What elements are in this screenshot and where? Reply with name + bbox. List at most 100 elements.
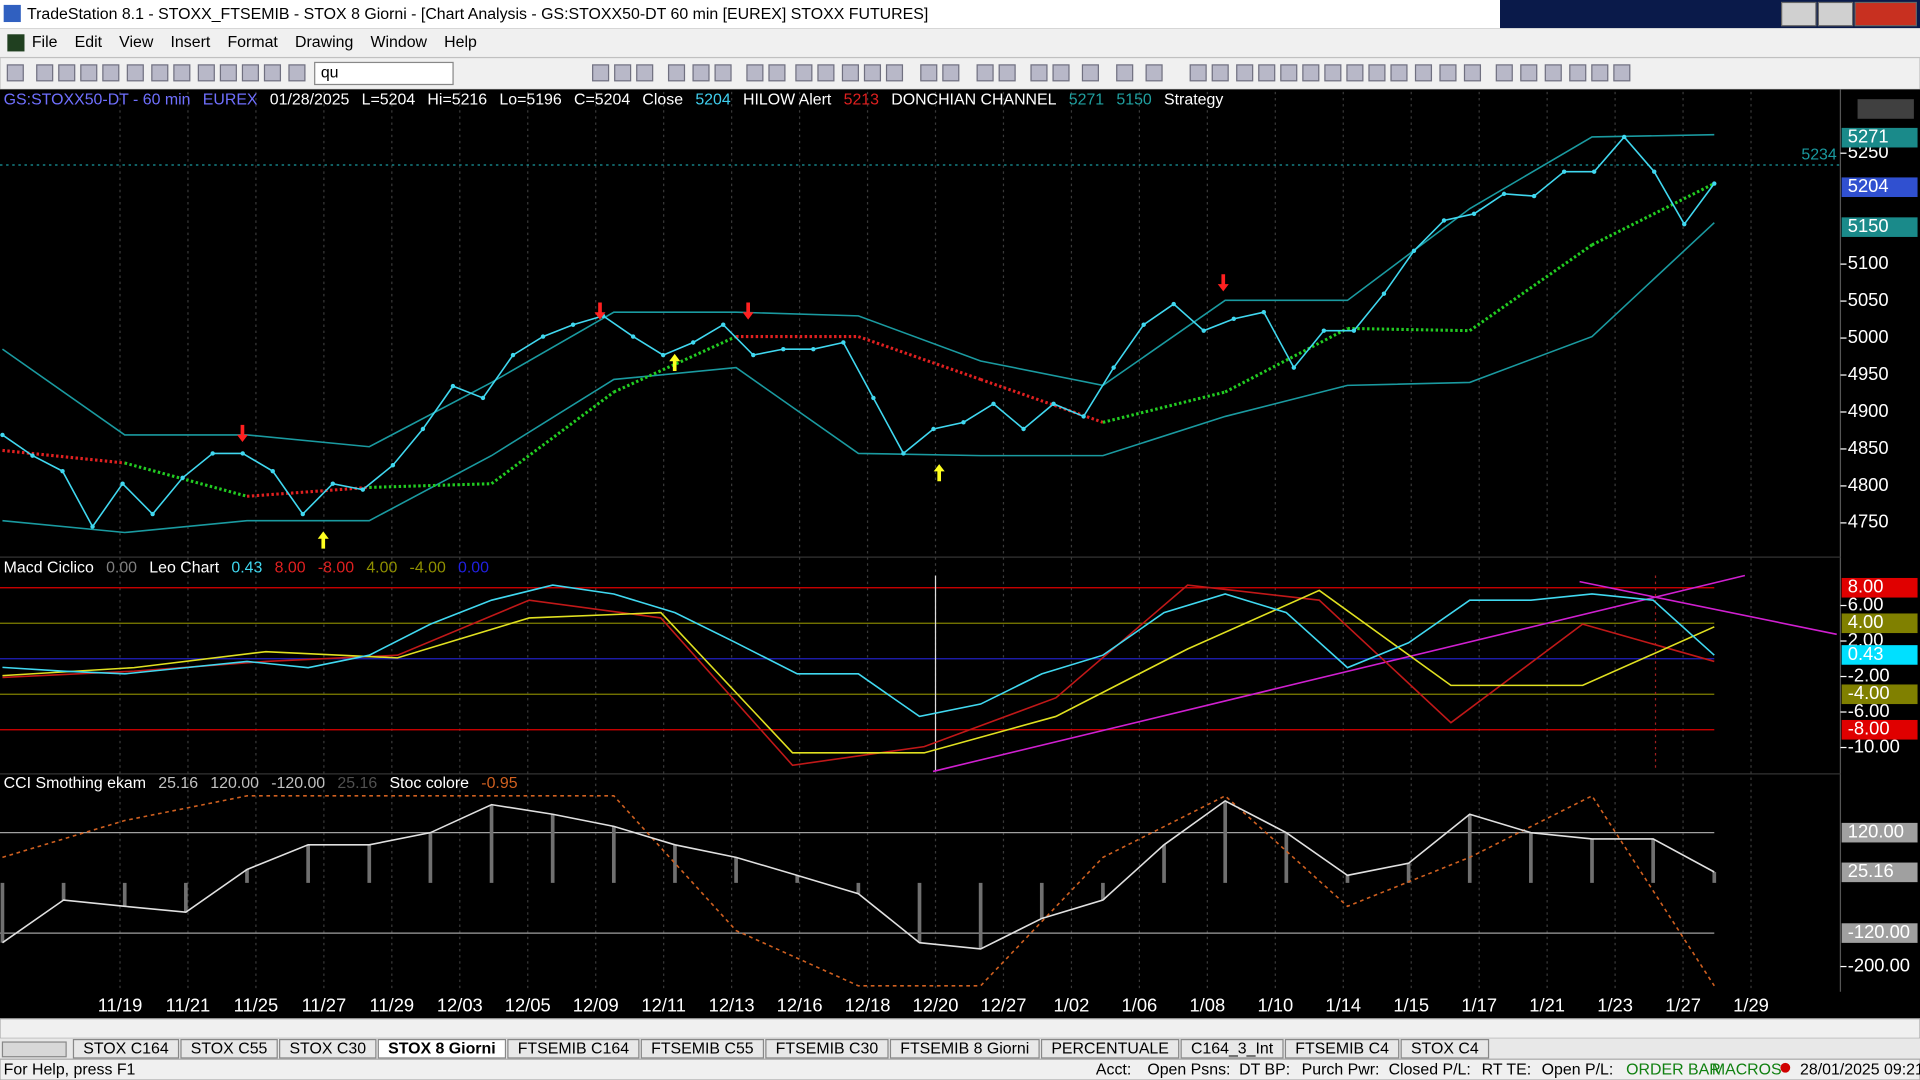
menu-item[interactable]: Window	[370, 34, 427, 51]
horizontal-scrollbar[interactable]	[0, 1018, 1920, 1039]
tool-icon[interactable]	[1280, 64, 1298, 82]
chart-window-buttons[interactable]	[1857, 99, 1914, 119]
tab[interactable]	[1040, 1038, 1180, 1059]
tool-icon[interactable]	[768, 64, 786, 82]
tool-icon[interactable]	[288, 64, 306, 82]
tool-icon[interactable]	[58, 64, 76, 82]
tab-label[interactable]: FTSEMIB 8 Giorni	[900, 1041, 1029, 1058]
legend-item: 120.00	[210, 775, 259, 792]
tool-icon[interactable]	[241, 64, 259, 82]
order-bar[interactable]: ORDER BAR	[1626, 1061, 1721, 1078]
menu-item[interactable]: Edit	[75, 34, 103, 51]
macros[interactable]: MACROS	[1712, 1061, 1782, 1078]
tool-icon[interactable]	[173, 64, 191, 82]
tool-icon[interactable]	[36, 64, 54, 82]
tool-icon[interactable]	[1030, 64, 1048, 82]
tool-icon[interactable]	[1439, 64, 1457, 82]
tool-icon[interactable]	[126, 64, 144, 82]
tool-icon[interactable]	[1463, 64, 1482, 82]
tab-label[interactable]: FTSEMIB C4	[1295, 1041, 1389, 1058]
tool-icon[interactable]	[1613, 64, 1631, 82]
menu-item[interactable]: Insert	[171, 34, 211, 51]
tool-icon[interactable]	[592, 64, 610, 82]
tool-icon[interactable]	[1052, 64, 1070, 82]
tool-icon[interactable]	[885, 64, 904, 82]
menu-item[interactable]: Drawing	[295, 34, 353, 51]
tab[interactable]	[640, 1038, 765, 1059]
tool-icon[interactable]	[636, 64, 654, 82]
tab-label[interactable]: C164_3_Int	[1191, 1041, 1274, 1058]
tool-icon[interactable]	[1368, 64, 1386, 82]
tool-icon[interactable]	[1236, 64, 1254, 82]
tool-icon[interactable]	[795, 64, 813, 82]
tool-icon[interactable]	[614, 64, 632, 82]
tab-label[interactable]: STOX C4	[1411, 1041, 1479, 1058]
symbol-input[interactable]	[314, 61, 454, 86]
tab-label[interactable]: STOX 8 Giorni	[388, 1041, 496, 1058]
tool-icon[interactable]	[920, 64, 938, 82]
tool-icon[interactable]	[1520, 64, 1538, 82]
tool-icon[interactable]	[1495, 64, 1513, 82]
tool-icon[interactable]	[976, 64, 994, 82]
tool-icon[interactable]	[1414, 64, 1433, 82]
tool-icon[interactable]	[102, 64, 120, 82]
tool-icon[interactable]	[80, 64, 98, 82]
menu-item[interactable]: View	[119, 34, 154, 51]
tool-icon[interactable]	[841, 64, 859, 82]
price-dot	[60, 468, 65, 474]
close-button[interactable]	[1854, 1, 1917, 27]
menu-item[interactable]: Help	[444, 34, 477, 51]
tool-icon[interactable]	[714, 64, 732, 82]
tab[interactable]	[180, 1038, 278, 1059]
tool-icon[interactable]	[219, 64, 237, 82]
tab-label[interactable]: FTSEMIB C30	[776, 1041, 879, 1058]
menu-item[interactable]: File	[32, 34, 58, 51]
tab-label[interactable]: STOX C55	[191, 1041, 268, 1058]
tool-icon[interactable]	[817, 64, 835, 82]
tool-icon[interactable]	[263, 64, 282, 82]
tool-icon[interactable]	[1081, 64, 1099, 82]
tool-icon[interactable]	[1189, 64, 1207, 82]
tool-icon[interactable]	[197, 64, 215, 82]
tool-icon[interactable]	[1591, 64, 1609, 82]
tool-icon[interactable]	[692, 64, 710, 82]
tab[interactable]	[765, 1038, 889, 1059]
tab-label[interactable]: STOX C164	[83, 1041, 169, 1058]
tool-icon[interactable]	[1346, 64, 1364, 82]
tab-scroll-buttons[interactable]	[1, 1041, 67, 1058]
menu-item[interactable]: Format	[227, 34, 278, 51]
tool-icon[interactable]	[1324, 64, 1342, 82]
tool-icon[interactable]	[1145, 64, 1163, 82]
tab[interactable]	[1180, 1038, 1284, 1059]
legend-item: Close	[642, 92, 683, 109]
tool-icon[interactable]	[998, 64, 1016, 82]
tool-icon[interactable]	[667, 64, 686, 82]
price-dot	[300, 511, 305, 517]
tool-icon[interactable]	[746, 64, 764, 82]
tab[interactable]	[279, 1038, 377, 1059]
tab[interactable]	[889, 1038, 1040, 1059]
tool-icon[interactable]	[151, 64, 169, 82]
symbol-input-text[interactable]: qu	[321, 65, 339, 82]
tab[interactable]	[1400, 1038, 1490, 1059]
tab-label[interactable]: FTSEMIB C164	[518, 1041, 630, 1058]
tab[interactable]	[1284, 1038, 1400, 1059]
tool-icon[interactable]	[1544, 64, 1562, 82]
tool-icon[interactable]	[6, 64, 24, 82]
tab[interactable]	[377, 1038, 507, 1059]
tool-icon[interactable]	[1258, 64, 1276, 82]
tool-icon[interactable]	[1116, 64, 1134, 82]
tool-icon[interactable]	[942, 64, 960, 82]
tab[interactable]	[72, 1038, 180, 1059]
maximize-button[interactable]	[1817, 1, 1854, 27]
minimize-button[interactable]	[1781, 1, 1817, 27]
tool-icon[interactable]	[1390, 64, 1408, 82]
tool-icon[interactable]	[1302, 64, 1320, 82]
tool-icon[interactable]	[1211, 64, 1229, 82]
tab[interactable]	[507, 1038, 640, 1059]
tab-label[interactable]: PERCENTUALE	[1051, 1041, 1169, 1058]
tool-icon[interactable]	[863, 64, 882, 82]
tab-label[interactable]: STOX C30	[289, 1041, 366, 1058]
tool-icon[interactable]	[1569, 64, 1587, 82]
tab-label[interactable]: FTSEMIB C55	[651, 1041, 754, 1058]
